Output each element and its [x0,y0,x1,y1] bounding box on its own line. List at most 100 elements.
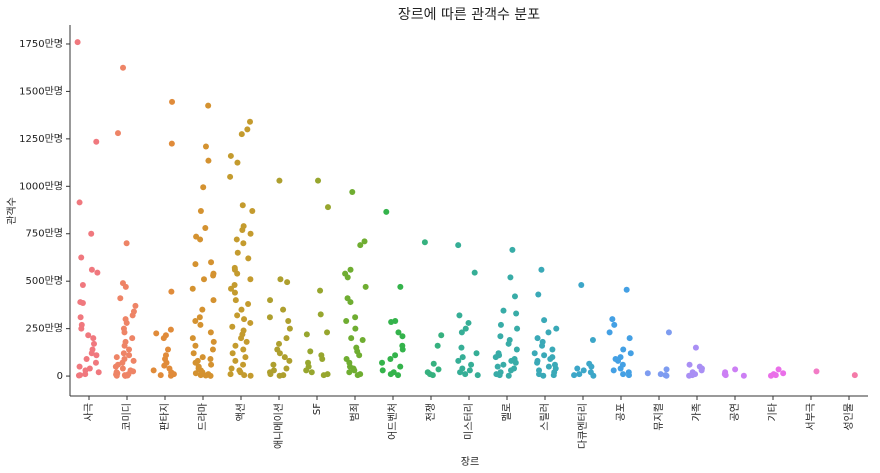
point [473,350,480,357]
point [395,329,402,336]
point [231,289,238,296]
point [85,332,92,339]
point [346,369,353,376]
point [238,131,245,138]
point [169,98,176,105]
point [620,371,627,378]
point [617,365,624,372]
point [267,297,274,304]
point [113,354,120,361]
point [462,325,469,332]
point [82,371,89,378]
point [234,159,241,166]
point [497,333,504,340]
point [210,338,217,345]
y-tick-label: 750만명 [26,228,64,240]
point [399,346,406,353]
point [199,354,206,361]
point [227,371,234,378]
point [234,249,241,256]
point [399,333,406,340]
point [351,367,358,374]
point [379,367,386,374]
point [129,335,136,342]
point [343,318,350,325]
point [379,359,386,366]
point [665,329,672,336]
point [303,331,310,338]
point [429,372,436,379]
point [317,311,324,318]
point [189,335,196,342]
point [276,177,283,184]
point [247,230,254,237]
y-tick-label: 250만명 [26,323,64,335]
point [574,365,581,372]
point [698,367,705,374]
point [280,306,287,313]
point [238,335,245,342]
point [589,337,596,344]
x-tick-label: 뮤지컬 [652,403,665,431]
point [165,346,172,353]
point [245,300,252,307]
point [627,350,634,357]
point [246,118,253,125]
point [120,64,127,71]
point [247,276,254,283]
point [79,281,86,288]
point [347,299,354,306]
point [234,270,241,277]
point [232,342,239,349]
point [308,369,315,376]
x-tick-label: 공연 [729,403,741,421]
point [243,338,250,345]
point [545,329,552,336]
point [276,340,283,347]
point [609,316,616,323]
point [76,199,83,206]
point [513,310,520,317]
point [92,359,99,366]
point [780,370,787,377]
point [94,269,101,276]
point [397,283,404,290]
point [90,340,97,347]
point [657,371,664,378]
point [359,337,366,344]
x-tick-label: 액션 [235,403,247,421]
point [320,372,327,379]
point [580,367,587,374]
point [276,350,283,357]
point [468,361,475,368]
point [210,272,217,279]
point [307,348,314,355]
point [466,367,473,374]
point [317,287,324,294]
point [324,204,331,211]
y-tick-label: 1000만명 [19,180,63,192]
point [157,372,164,379]
x-tick-label: 전쟁 [425,403,437,421]
point [240,346,247,353]
x-tick-label: 멜로 [501,403,513,421]
y-axis-label: 관객수 [6,197,18,225]
point [500,307,507,314]
point [245,255,252,262]
point [352,325,359,332]
point [541,352,548,359]
point [239,202,246,209]
point [547,355,554,362]
point [112,363,119,370]
point [458,344,465,351]
chart-title: 장르에 따른 관객수 분포 [398,7,540,23]
point [722,372,729,379]
point [686,361,693,368]
point [233,236,240,243]
point [626,335,633,342]
point [286,357,293,364]
point [397,363,404,370]
point [456,312,463,319]
point [241,316,248,323]
point [500,361,507,368]
